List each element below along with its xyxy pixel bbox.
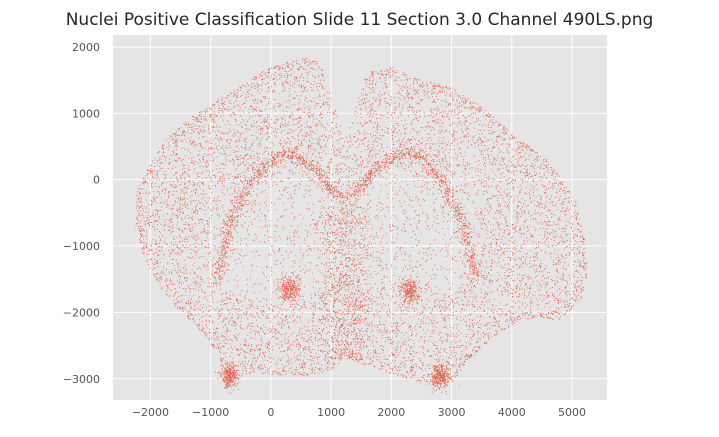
x-tick-label: 1000	[317, 406, 345, 419]
y-tick-label: −1000	[63, 240, 100, 253]
x-axis-ticks: −2000 −1000 0 1000 2000 3000 4000 5000	[132, 406, 586, 419]
x-tick-label: −1000	[192, 406, 229, 419]
x-tick-label: 2000	[377, 406, 405, 419]
x-tick-label: 4000	[498, 406, 526, 419]
y-tick-label: 1000	[72, 107, 100, 120]
y-tick-label: 2000	[72, 41, 100, 54]
y-tick-label: −2000	[63, 306, 100, 319]
x-tick-label: −2000	[132, 406, 169, 419]
scatter-points	[135, 57, 588, 395]
gridlines	[113, 35, 607, 400]
x-tick-label: 5000	[558, 406, 586, 419]
x-tick-label: 0	[267, 406, 274, 419]
y-tick-label: −3000	[63, 373, 100, 386]
y-axis-ticks: 2000 1000 0 −1000 −2000 −3000	[63, 41, 100, 386]
y-tick-label: 0	[93, 174, 100, 187]
data-points	[135, 57, 588, 395]
x-tick-label: 3000	[438, 406, 466, 419]
chart-title: Nuclei Positive Classification Slide 11 …	[66, 10, 654, 30]
